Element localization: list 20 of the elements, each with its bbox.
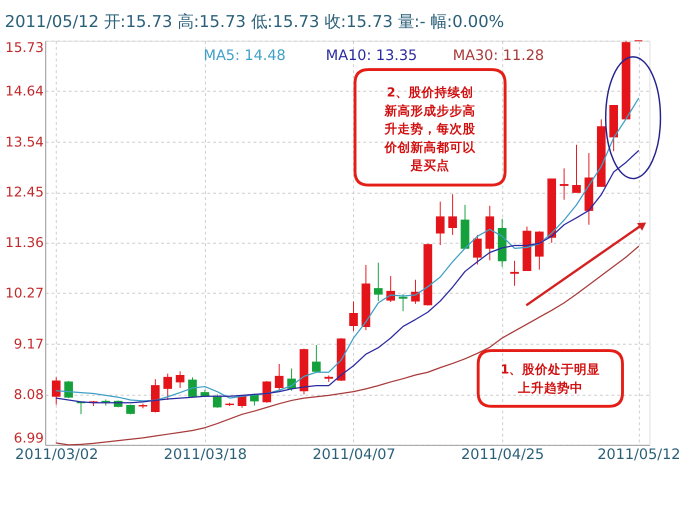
y-tick-label: 8.08 <box>14 388 44 403</box>
x-tick-label: 2011/03/02 <box>15 446 98 463</box>
text: MA10: 13.35 <box>326 48 418 64</box>
y-tick-label: 12.45 <box>5 186 44 201</box>
x-tick-label: 2011/05/12 <box>597 446 680 463</box>
y-tick-label: 13.54 <box>5 135 44 150</box>
text: MA30: 11.28 <box>452 48 544 64</box>
y-tick-label: 9.17 <box>14 337 44 352</box>
y-tick-label: 14.64 <box>5 84 44 100</box>
x-tick-label: 2011/04/25 <box>461 446 544 463</box>
chart-title: 2011/05/12 开:15.73 高:15.73 低:15.73 收:15.73 量:- 幅:0.00% <box>4 12 504 31</box>
annotation: 2、股价持续创新高形成步步高升走势，每次股价创新高都可以是买点 <box>384 84 477 173</box>
y-tick-label: 15.73 <box>5 40 44 56</box>
annotation: 1、股价处于明显上升趋势中 <box>500 362 600 395</box>
y-tick-label: 10.27 <box>5 286 44 302</box>
x-tick-label: 2011/04/07 <box>312 446 396 463</box>
x-tick-label: 2011/03/18 <box>164 446 247 463</box>
y-tick-label: 11.36 <box>5 236 44 252</box>
y-tick-label: 6.99 <box>14 431 44 446</box>
text: MA5: 14.48 <box>204 48 286 64</box>
